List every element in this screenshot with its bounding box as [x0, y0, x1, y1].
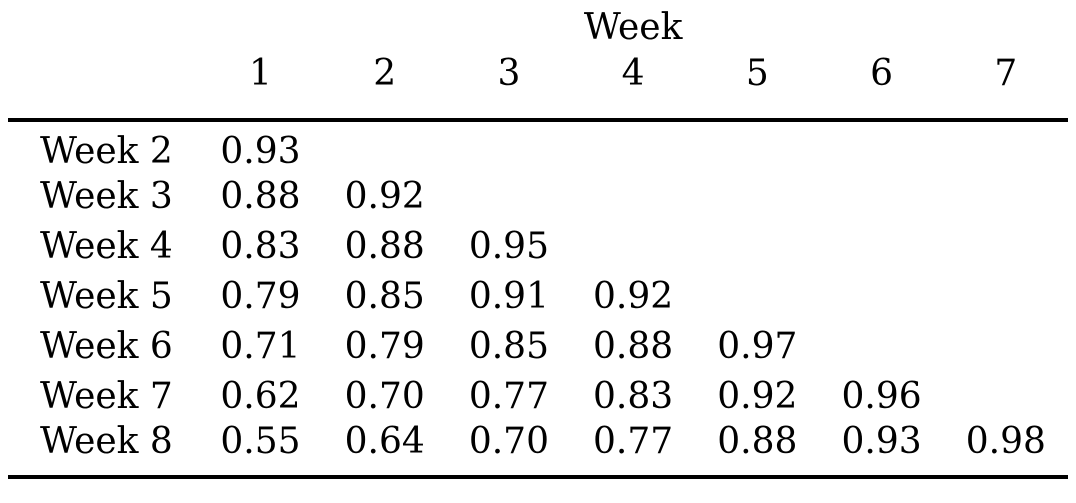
cell-value: 0.93	[841, 420, 922, 462]
cell-value: 0.55	[220, 420, 301, 462]
cell-value: 0.71	[220, 325, 301, 367]
empty-cell	[819, 322, 943, 372]
cell-value: 0.92	[593, 275, 674, 317]
row-label: Week 6	[40, 325, 173, 367]
table-row: Week 7 0.62 0.70 0.77 0.83 0.92 0.96	[8, 372, 1068, 422]
cell-value: 0.83	[220, 225, 301, 267]
cell-value: 0.88	[344, 225, 425, 267]
table-row: Week 6 0.71 0.79 0.85 0.88 0.97	[8, 322, 1068, 372]
cell-value: 0.62	[220, 375, 301, 417]
empty-cell	[571, 172, 695, 222]
cell-value: 0.91	[468, 275, 549, 317]
empty-cell	[944, 172, 1068, 222]
cell-value: 0.97	[717, 325, 798, 367]
empty-cell	[944, 322, 1068, 372]
empty-cell	[944, 222, 1068, 272]
cell-value: 0.92	[344, 175, 425, 217]
cell-value: 0.92	[717, 375, 798, 417]
cell-value: 0.77	[468, 375, 549, 417]
column-header: 3	[497, 53, 521, 94]
group-header-spacer	[8, 4, 198, 54]
cell-value: 0.64	[344, 420, 425, 462]
row-label: Week 7	[40, 375, 173, 417]
table-row: Week 3 0.88 0.92	[8, 172, 1068, 222]
empty-cell	[447, 120, 571, 172]
empty-cell	[695, 272, 819, 322]
cell-value: 0.83	[593, 375, 674, 417]
cell-value: 0.79	[220, 275, 301, 317]
cell-value: 0.88	[717, 420, 798, 462]
cell-value: 0.85	[468, 325, 549, 367]
empty-cell	[571, 120, 695, 172]
cell-value: 0.88	[593, 325, 674, 367]
row-label: Week 4	[40, 225, 173, 267]
column-header-row: 1 2 3 4 5 6 7	[8, 54, 1068, 120]
empty-cell	[571, 222, 695, 272]
cell-value: 0.95	[468, 225, 549, 267]
table-row: Week 2 0.93	[8, 120, 1068, 172]
cell-value: 0.88	[220, 175, 301, 217]
cell-value: 0.79	[344, 325, 425, 367]
table-row: Week 4 0.83 0.88 0.95	[8, 222, 1068, 272]
cell-value: 0.85	[344, 275, 425, 317]
empty-cell	[323, 120, 447, 172]
row-label: Week 2	[40, 131, 173, 172]
column-header: 6	[870, 53, 893, 94]
empty-cell	[695, 222, 819, 272]
cell-value: 0.93	[220, 131, 301, 172]
group-header-row: Week	[8, 4, 1068, 54]
empty-cell	[447, 172, 571, 222]
table-row: Week 8 0.55 0.64 0.70 0.77 0.88 0.93 0.98	[8, 420, 1068, 478]
row-label: Week 5	[40, 275, 173, 317]
empty-cell	[695, 120, 819, 172]
column-header: 5	[745, 53, 769, 94]
group-header-label: Week	[583, 7, 683, 48]
empty-cell	[944, 372, 1068, 422]
empty-cell	[819, 222, 943, 272]
table-body: Week 2 0.93 Week 3 0.88 0.92 Week 4 0.83 0.88 0.…	[8, 120, 1068, 477]
empty-cell	[944, 272, 1068, 322]
cell-value: 0.70	[468, 420, 549, 462]
empty-cell	[819, 272, 943, 322]
column-header: 1	[249, 53, 272, 94]
row-label: Week 3	[40, 175, 173, 217]
column-header: 7	[994, 53, 1018, 94]
cell-value: 0.70	[344, 375, 425, 417]
table-header: Week 1 2 3 4 5 6 7	[8, 4, 1068, 120]
empty-cell	[944, 120, 1068, 172]
empty-cell	[695, 172, 819, 222]
cell-value: 0.98	[965, 420, 1046, 462]
empty-cell	[819, 172, 943, 222]
cell-value: 0.77	[593, 420, 674, 462]
empty-cell	[819, 120, 943, 172]
row-label-header-spacer	[8, 54, 198, 120]
row-label: Week 8	[40, 420, 173, 462]
column-header: 4	[621, 53, 645, 94]
cell-value: 0.96	[841, 375, 922, 417]
table-row: Week 5 0.79 0.85 0.91 0.92	[8, 272, 1068, 322]
column-header: 2	[373, 53, 397, 94]
